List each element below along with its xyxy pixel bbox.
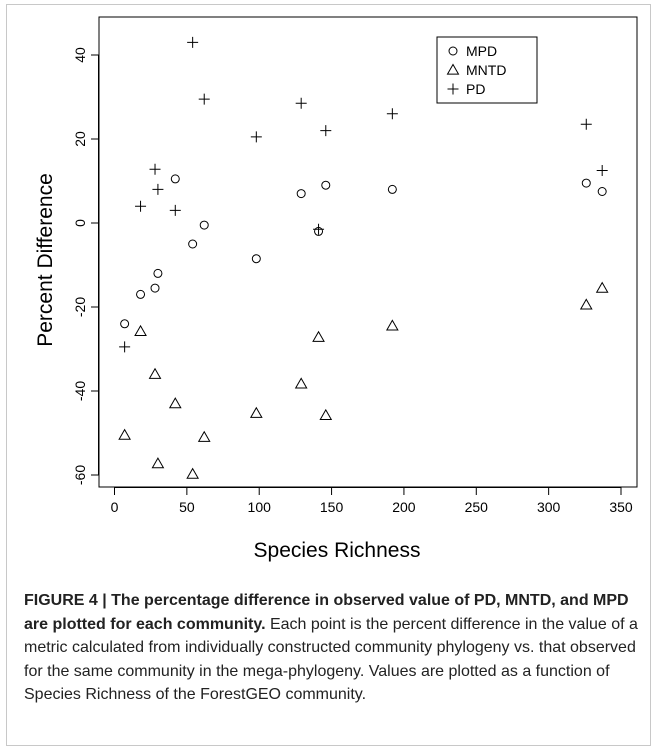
figure-panel: 0 50 100 150 200 250 300 350 -60 -40 -20 0 20 40 MPD M… xyxy=(6,4,651,746)
plot-frame xyxy=(98,16,638,488)
mpd-point xyxy=(597,187,607,196)
legend-entry: MNTD xyxy=(446,62,506,78)
mntd-point xyxy=(118,428,131,440)
mntd-point xyxy=(294,377,308,389)
pd-point xyxy=(596,165,608,176)
legend-label: PD xyxy=(466,81,485,97)
mpd-point xyxy=(251,254,261,264)
figure-caption: FIGURE 4 | The percentage difference in … xyxy=(24,589,644,707)
pd-point xyxy=(250,131,262,143)
mpd-point xyxy=(321,180,331,190)
x-tick-label: 200 xyxy=(392,499,416,515)
x-tick-label: 100 xyxy=(248,499,272,515)
x-tick-label: 0 xyxy=(111,499,119,515)
pd-point xyxy=(198,93,210,105)
pd-point xyxy=(187,36,199,48)
mpd-point xyxy=(296,189,306,199)
y-tick-label: -20 xyxy=(72,297,88,317)
x-tick-label: 350 xyxy=(609,499,633,515)
y-tick-label: 40 xyxy=(72,47,88,63)
pd-point xyxy=(320,125,332,137)
mntd-point xyxy=(168,397,182,409)
legend-pd-symbol xyxy=(447,83,459,95)
y-tick-label: -60 xyxy=(72,465,88,485)
legend-entry: MPD xyxy=(448,43,497,59)
mpd-point xyxy=(120,319,130,329)
y-axis-label: Percent Difference xyxy=(34,173,57,347)
mntd-point xyxy=(249,406,263,418)
mntd-point xyxy=(134,324,147,336)
pd-point xyxy=(149,163,161,175)
mpd-point xyxy=(170,174,180,184)
mpd-point xyxy=(150,283,160,293)
legend: MPD MNTD PD xyxy=(436,36,538,104)
mntd-point xyxy=(312,330,325,342)
legend-mntd-symbol xyxy=(446,63,460,75)
y-tick-label: 20 xyxy=(72,131,88,147)
pd-point xyxy=(295,97,307,109)
plot-axes: 0 50 100 150 200 250 300 350 -60 -40 -20 0 20 40 xyxy=(72,16,638,515)
caption-title: FIGURE 4 | The percentage difference in … xyxy=(24,592,629,633)
pd-point xyxy=(169,204,181,216)
x-tick-label: 300 xyxy=(537,499,561,515)
pd-point xyxy=(386,108,398,120)
pd-point xyxy=(152,183,164,195)
mntd-point xyxy=(385,319,399,331)
series-mpd xyxy=(120,174,607,329)
mpd-point xyxy=(136,289,146,299)
mntd-point xyxy=(595,281,609,293)
mntd-point xyxy=(579,298,593,310)
pd-point xyxy=(119,341,131,353)
mntd-point xyxy=(319,408,333,420)
mntd-point xyxy=(197,430,211,442)
mntd-point xyxy=(151,457,165,469)
y-tick-label: 0 xyxy=(72,219,88,227)
plot-marks xyxy=(118,36,609,479)
mpd-point xyxy=(153,268,163,278)
pd-point xyxy=(135,200,147,212)
legend-label: MNTD xyxy=(466,62,506,78)
mntd-point xyxy=(148,367,162,379)
x-tick-label: 150 xyxy=(320,499,344,515)
mpd-point xyxy=(581,178,591,188)
pd-point xyxy=(580,118,592,130)
pd-point xyxy=(313,223,325,235)
mntd-point xyxy=(186,467,200,479)
series-mntd xyxy=(118,281,609,479)
legend-entry: PD xyxy=(447,81,485,97)
legend-label: MPD xyxy=(466,43,497,59)
mpd-point xyxy=(188,239,198,249)
mpd-point xyxy=(199,220,209,230)
y-tick-label: -40 xyxy=(72,381,88,401)
x-axis-label: Species Richness xyxy=(254,539,421,562)
x-tick-label: 50 xyxy=(179,499,195,515)
caption-body: Each point is the percent difference in … xyxy=(24,615,638,704)
series-pd xyxy=(119,36,608,353)
x-tick-label: 250 xyxy=(465,499,489,515)
mpd-point xyxy=(387,184,397,194)
legend-mpd-symbol xyxy=(448,46,458,56)
legend-box xyxy=(436,36,538,104)
